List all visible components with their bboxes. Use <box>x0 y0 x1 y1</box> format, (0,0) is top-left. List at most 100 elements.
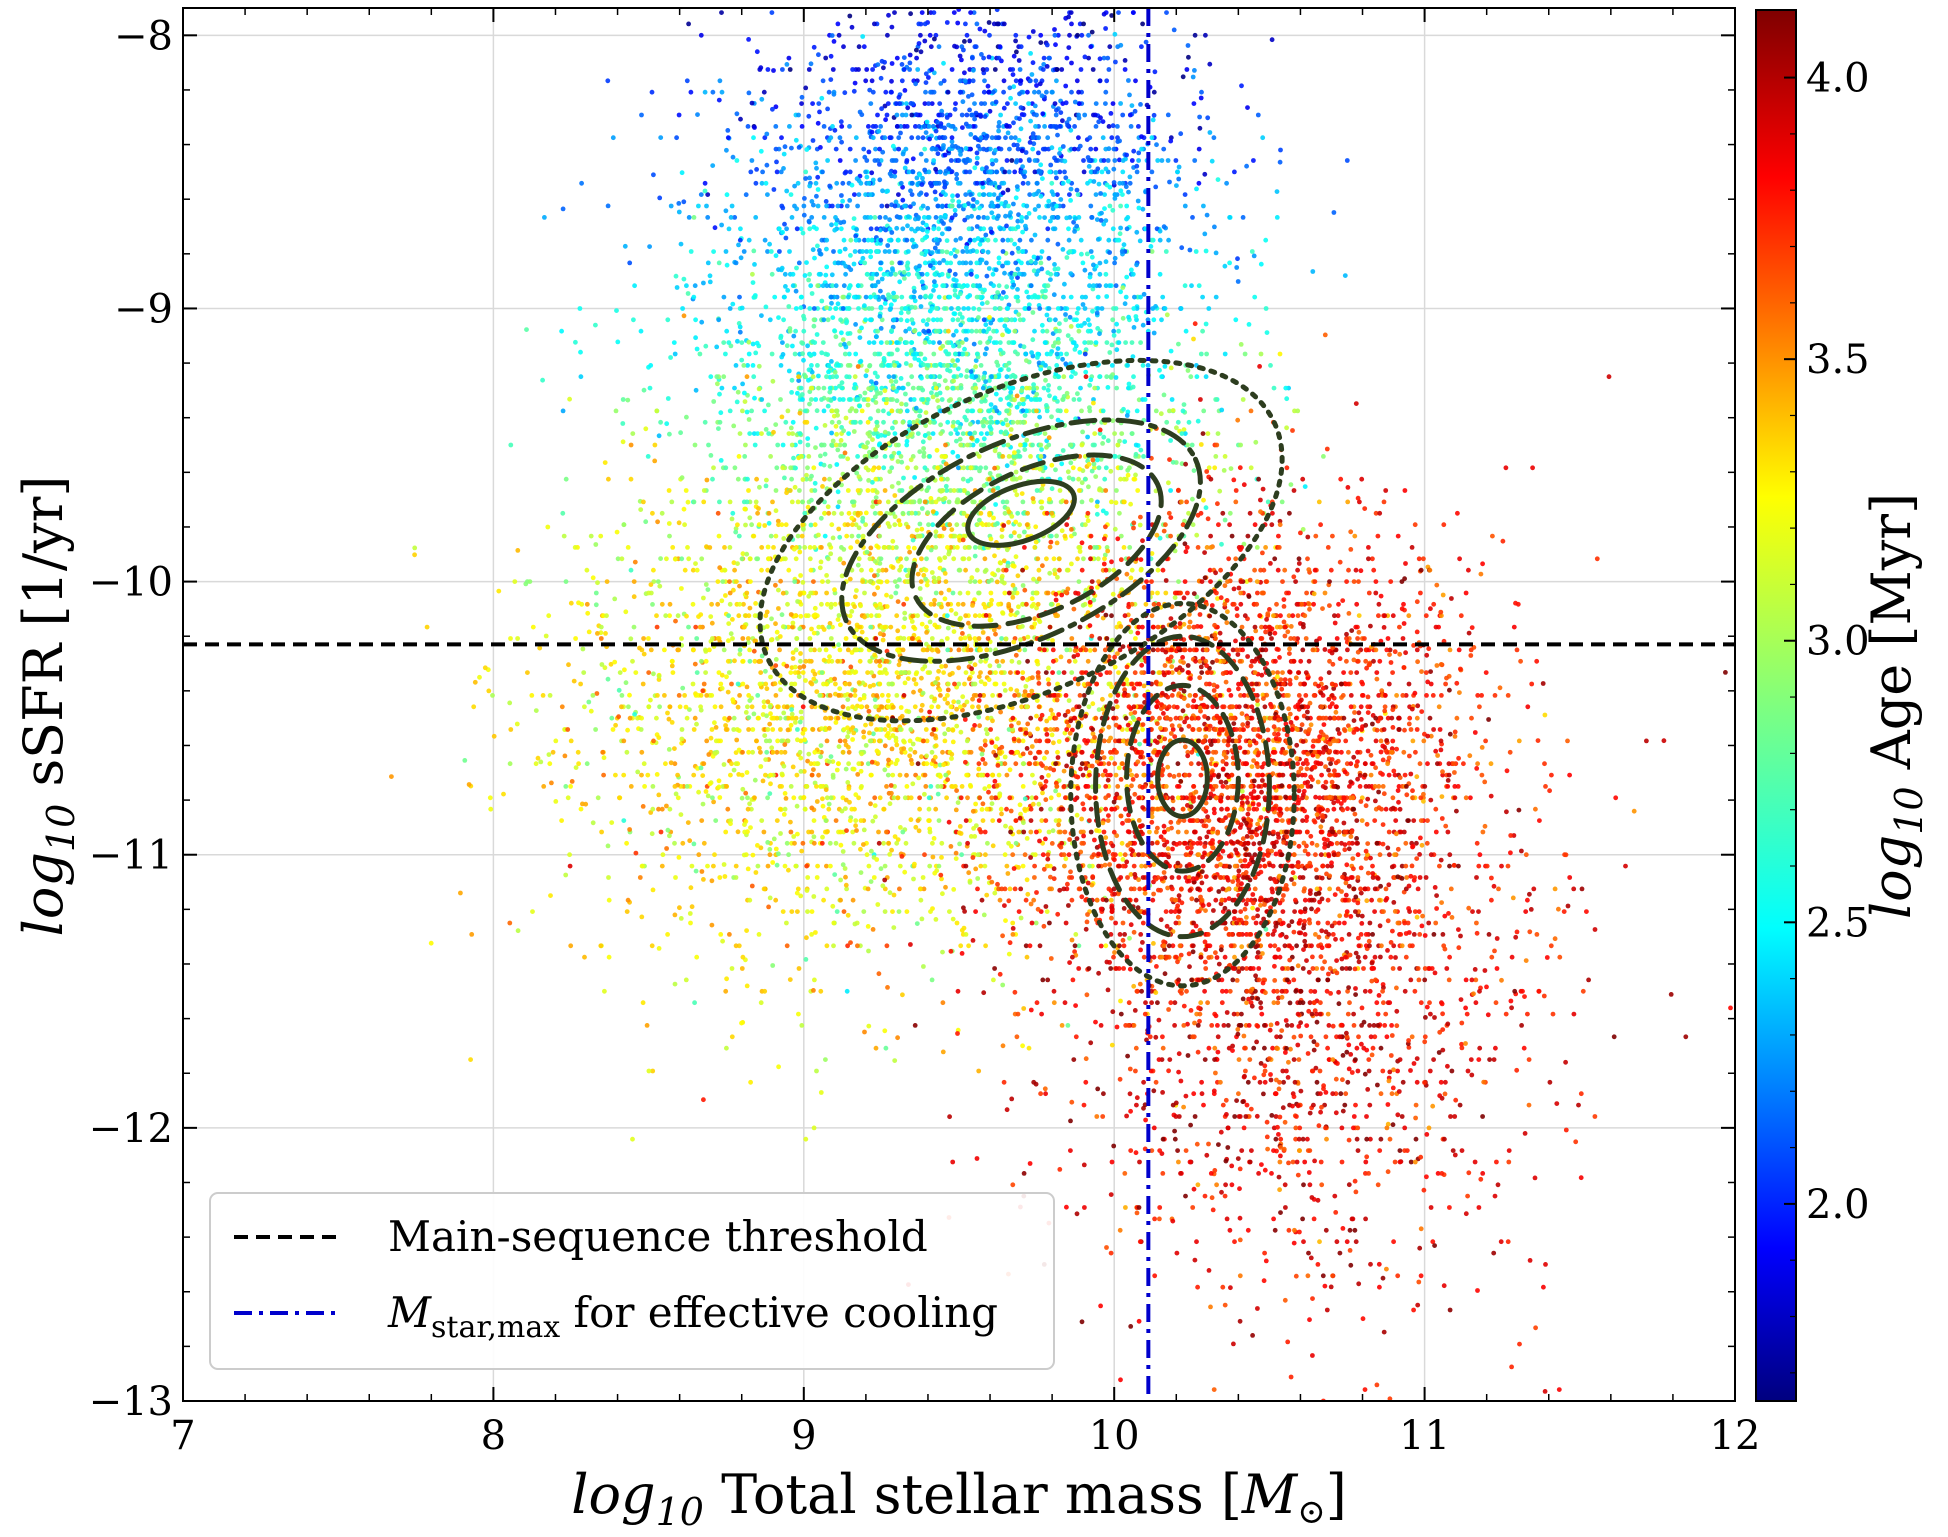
scatter-point <box>1227 215 1232 220</box>
scatter-point <box>773 146 779 152</box>
scatter-point <box>987 471 993 476</box>
scatter-point <box>1122 301 1128 307</box>
scatter-point <box>737 237 743 243</box>
scatter-point <box>751 135 756 141</box>
scatter-point <box>843 271 848 277</box>
scatter-point <box>1060 247 1066 252</box>
scatter-point <box>1020 397 1026 402</box>
scatter-point <box>837 249 843 254</box>
scatter-point <box>1215 431 1221 436</box>
scatter-point <box>799 94 805 100</box>
scatter-point <box>806 113 812 119</box>
scatter-point <box>751 248 757 254</box>
scatter-point <box>1079 499 1085 505</box>
scatter-point <box>669 499 675 505</box>
scatter-point <box>853 135 859 141</box>
scatter-point <box>679 170 685 176</box>
scatter-point <box>1012 271 1018 277</box>
scatter-point <box>695 112 700 117</box>
scatter-point <box>773 693 779 698</box>
scatter-point <box>612 596 618 602</box>
scatter-point <box>835 447 841 453</box>
scatter-point <box>1004 547 1010 553</box>
scatter-point <box>1009 158 1015 163</box>
scatter-point <box>1154 142 1159 148</box>
scatter-point <box>1196 180 1202 186</box>
scatter-point <box>1092 169 1098 175</box>
scatter-point <box>970 283 976 289</box>
scatter-point <box>829 300 834 306</box>
scatter-point <box>1112 255 1118 261</box>
scatter-point <box>1100 119 1106 124</box>
scatter-point <box>815 283 821 289</box>
scatter-point <box>993 267 999 273</box>
scatter-point <box>992 522 998 528</box>
scatter-point <box>762 237 768 243</box>
scatter-point <box>1065 333 1071 338</box>
scatter-point <box>1020 249 1026 254</box>
scatter-point <box>748 169 754 175</box>
scatter-point <box>981 436 987 442</box>
scatter-point <box>866 478 871 483</box>
scatter-point <box>798 305 804 311</box>
scatter-point <box>1048 277 1053 282</box>
scatter-point <box>759 96 765 102</box>
scatter-point <box>885 363 891 368</box>
scatter-point <box>657 195 663 201</box>
scatter-point <box>973 385 979 391</box>
scatter-point <box>921 328 927 334</box>
scatter-point <box>1164 312 1170 318</box>
scatter-point <box>866 124 871 129</box>
scatter-point <box>1022 174 1027 180</box>
scatter-point <box>645 454 651 459</box>
scatter-point <box>904 442 910 448</box>
scatter-point <box>937 374 942 380</box>
scatter-point <box>1057 385 1062 391</box>
scatter-point <box>765 249 770 254</box>
scatter-point <box>1095 237 1101 242</box>
scatter-point <box>955 419 961 425</box>
scatter-point <box>840 294 846 300</box>
scatter-point <box>936 575 942 581</box>
scatter-point <box>1074 187 1080 193</box>
scatter-point <box>813 425 819 431</box>
scatter-point <box>837 135 843 141</box>
scatter-point <box>1019 148 1025 154</box>
scatter-point <box>977 517 982 523</box>
scatter-point <box>737 431 743 436</box>
scatter-point <box>890 324 896 330</box>
scatter-point <box>988 402 994 407</box>
scatter-point <box>1038 40 1044 45</box>
scatter-point <box>953 253 958 259</box>
scatter-point <box>915 216 921 222</box>
scatter-point <box>1007 385 1013 391</box>
scatter-point <box>919 182 925 187</box>
scatter-point <box>848 253 853 258</box>
scatter-point <box>682 567 688 573</box>
scatter-point <box>1168 365 1174 371</box>
scatter-point <box>877 663 883 669</box>
scatter-point <box>930 124 936 129</box>
scatter-point <box>1109 363 1115 368</box>
scatter-point <box>929 67 935 72</box>
scatter-point <box>706 442 711 448</box>
scatter-point <box>949 135 955 141</box>
scatter-point <box>1203 248 1209 254</box>
scatter-point <box>838 226 844 232</box>
scatter-point <box>974 150 980 156</box>
scatter-point <box>966 94 971 99</box>
scatter-point <box>725 127 731 133</box>
scatter-point <box>851 261 857 267</box>
scatter-point <box>1164 419 1170 425</box>
scatter-point <box>968 369 974 374</box>
scatter-point <box>964 158 970 163</box>
scatter-point <box>1034 112 1039 118</box>
scatter-point <box>926 101 931 106</box>
scatter-point <box>817 565 823 571</box>
scatter-point <box>1052 266 1058 272</box>
scatter-point <box>962 346 967 352</box>
scatter-point <box>913 405 919 411</box>
scatter-point <box>1013 294 1019 300</box>
scatter-point <box>754 340 760 346</box>
scatter-point <box>1080 302 1086 307</box>
